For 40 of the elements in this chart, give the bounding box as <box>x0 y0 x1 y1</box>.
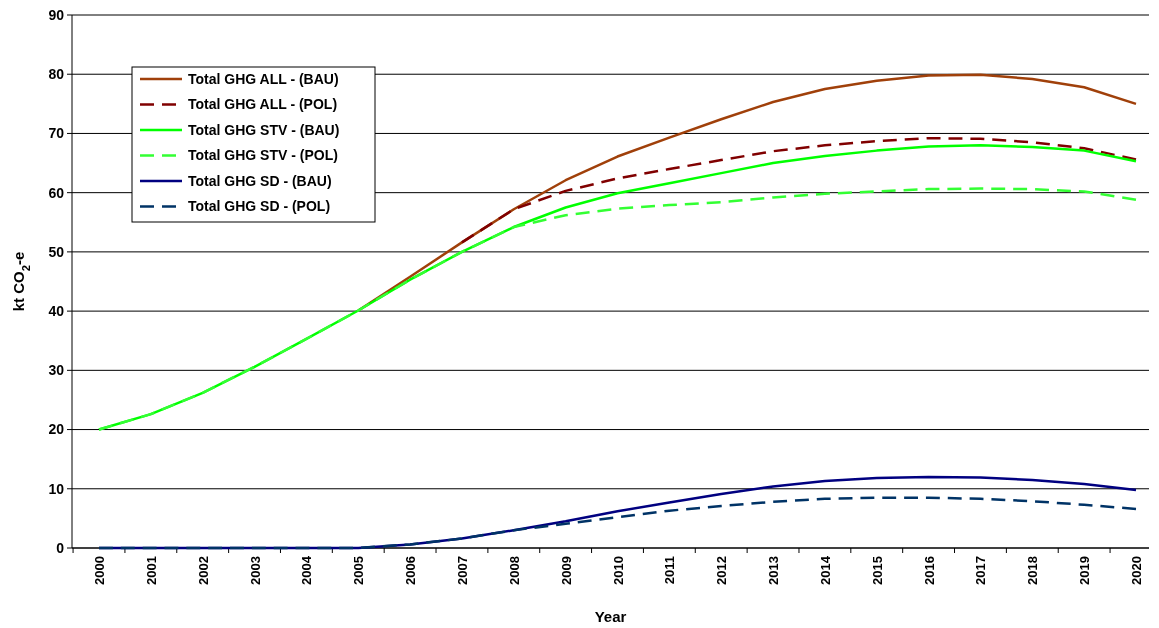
legend-label: Total GHG SD - (BAU) <box>188 172 332 189</box>
x-tick-label: 2008 <box>506 556 522 585</box>
x-tick-label: 2017 <box>973 556 989 585</box>
y-tick-label: 20 <box>48 421 65 438</box>
y-tick-label: 70 <box>48 125 65 142</box>
x-tick-label: 2019 <box>1077 556 1093 585</box>
x-tick-label: 2018 <box>1025 556 1041 585</box>
y-tick-label: 30 <box>48 362 65 379</box>
legend-label: Total GHG SD - (POL) <box>188 198 331 215</box>
legend-label: Total GHG ALL - (POL) <box>188 96 338 113</box>
x-tick-label: 2006 <box>403 556 419 585</box>
x-tick-label: 2009 <box>558 556 574 585</box>
x-tick-label: 2020 <box>1129 556 1144 585</box>
x-tick-label: 2005 <box>351 556 367 585</box>
x-tick-label: 2003 <box>247 556 263 585</box>
legend-label: Total GHG STV - (POL) <box>188 147 338 164</box>
y-tick-label: 10 <box>48 480 65 497</box>
line-series <box>97 496 1138 550</box>
x-tick-label: 2014 <box>817 555 833 585</box>
x-tick-label: 2000 <box>92 556 107 585</box>
line-series <box>460 136 1138 244</box>
y-tick-label: 60 <box>48 184 65 201</box>
y-tick-label: 40 <box>48 303 65 320</box>
x-tick-label: 2016 <box>921 556 937 585</box>
x-tick-label: 2015 <box>869 556 885 585</box>
x-tick-label: 2011 <box>662 556 678 585</box>
y-tick-label: 50 <box>48 243 65 260</box>
legend-label: Total GHG STV - (BAU) <box>188 121 340 138</box>
x-tick-label: 2013 <box>766 556 782 585</box>
x-tick-label: 2007 <box>454 556 470 585</box>
x-tick-label: 2004 <box>299 555 315 585</box>
x-tick-label: 2001 <box>143 556 159 585</box>
legend-label: Total GHG ALL - (BAU) <box>188 70 339 87</box>
y-tick-label: 90 <box>48 6 65 23</box>
y-tick-label: 0 <box>56 539 65 556</box>
x-tick-label: 2002 <box>195 556 211 585</box>
x-tick-label: 2010 <box>610 556 626 585</box>
x-axis-title: Year <box>594 608 627 625</box>
x-tick-label: 2012 <box>714 556 730 585</box>
y-tick-label: 80 <box>48 66 65 83</box>
